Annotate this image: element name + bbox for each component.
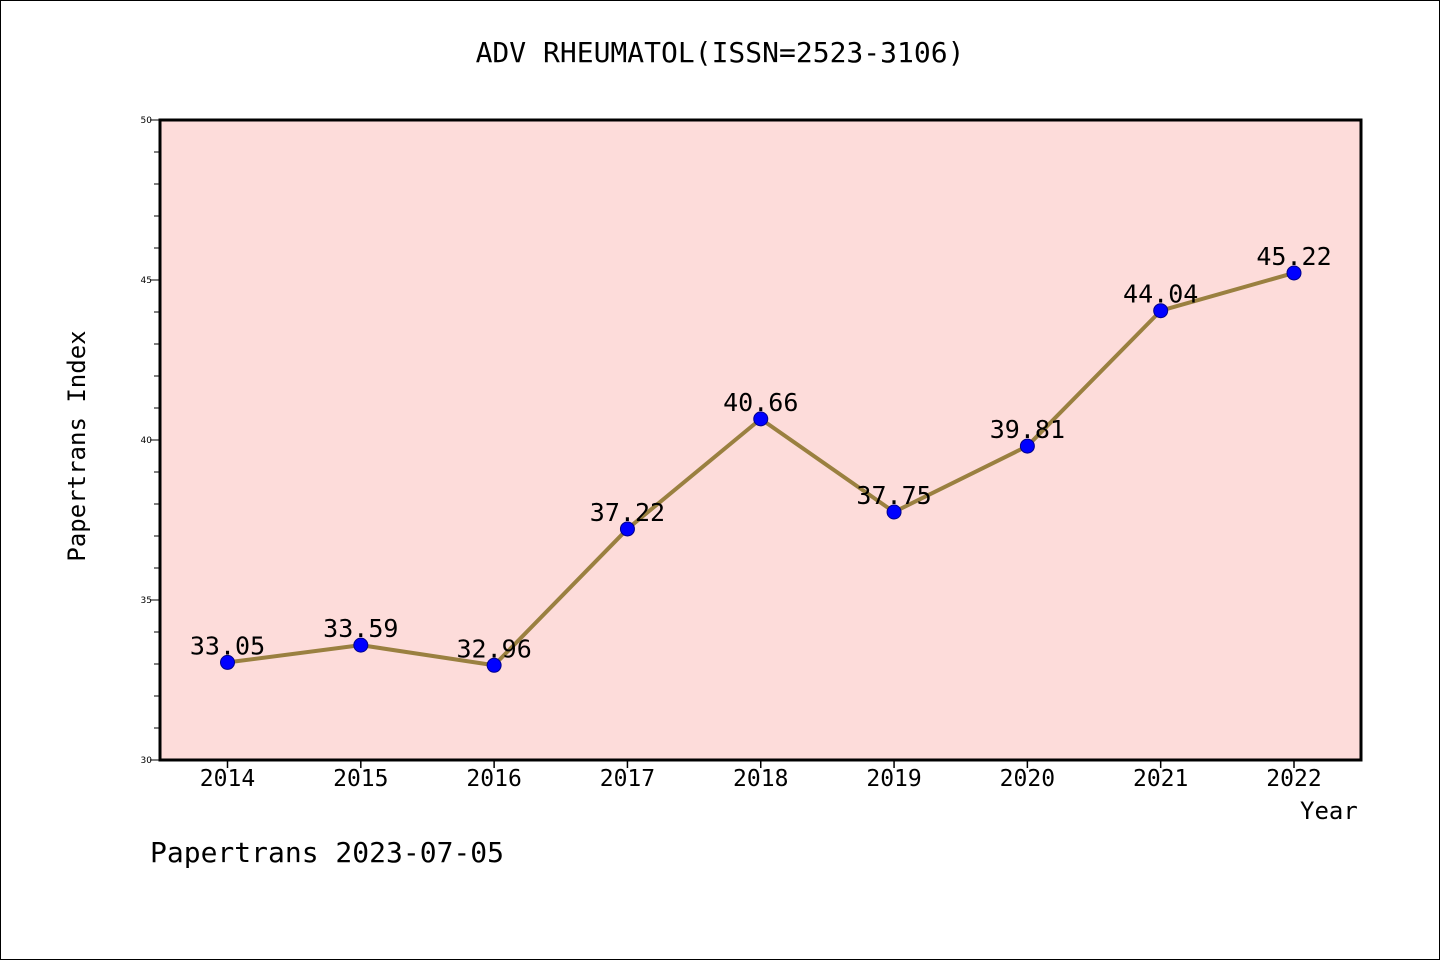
data-point <box>486 657 502 673</box>
data-point <box>753 411 769 427</box>
y-axis-label: Papertrans Index <box>63 330 91 562</box>
data-label: 33.59 <box>323 614 398 643</box>
plot-border <box>158 118 1363 762</box>
x-tick-label: 2022 <box>1266 766 1321 792</box>
data-label: 33.05 <box>190 631 265 660</box>
x-tick-label: 2019 <box>866 766 921 792</box>
plot-area <box>160 120 1361 760</box>
data-label: 40.66 <box>723 388 798 417</box>
x-tick-label: 2014 <box>200 766 255 792</box>
data-label: 45.22 <box>1256 242 1331 271</box>
footer-date-note: Papertrans 2023-07-05 <box>150 836 505 869</box>
x-tick-label: 2017 <box>600 766 655 792</box>
data-point <box>220 654 235 670</box>
data-point <box>353 637 369 653</box>
y-tick-label: 45 <box>141 276 152 286</box>
data-point <box>1153 303 1169 319</box>
x-tick-label: 2016 <box>466 766 521 792</box>
chart-title: ADV RHEUMATOL(ISSN=2523-3106) <box>475 36 965 69</box>
y-tick-label: 35 <box>141 596 152 606</box>
data-label: 37.75 <box>856 481 931 510</box>
x-tick-label: 2015 <box>333 766 388 792</box>
x-tick-label: 2020 <box>1000 766 1055 792</box>
data-label: 32.96 <box>456 634 531 663</box>
x-tick-label: 2018 <box>733 766 788 792</box>
data-point <box>1286 265 1302 281</box>
x-axis-label: Year <box>1300 797 1358 825</box>
x-tick-label: 2021 <box>1133 766 1188 792</box>
y-tick-label: 40 <box>141 436 153 446</box>
data-point <box>619 521 635 537</box>
data-point <box>886 504 902 520</box>
y-tick-label: 30 <box>141 756 153 766</box>
data-label: 37.22 <box>590 498 665 527</box>
data-label: 44.04 <box>1123 280 1198 309</box>
data-point <box>1019 438 1035 454</box>
data-label: 39.81 <box>990 415 1065 444</box>
y-tick-label: 50 <box>141 116 153 126</box>
